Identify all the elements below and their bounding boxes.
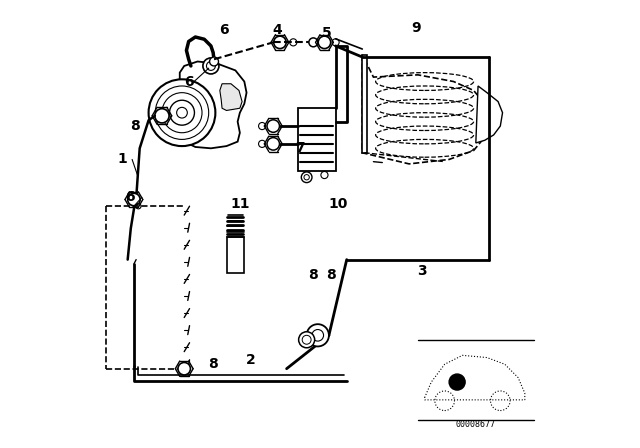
Text: 6: 6 <box>184 74 193 89</box>
Circle shape <box>203 58 219 74</box>
Bar <box>227 237 244 273</box>
Circle shape <box>178 362 191 375</box>
Text: 2: 2 <box>246 353 256 367</box>
Circle shape <box>435 391 454 410</box>
Polygon shape <box>476 86 502 143</box>
Circle shape <box>307 324 329 346</box>
Text: 8: 8 <box>308 268 318 282</box>
Text: 8: 8 <box>208 357 218 371</box>
Polygon shape <box>362 55 487 164</box>
Text: 11: 11 <box>230 197 250 211</box>
Circle shape <box>267 138 280 150</box>
Circle shape <box>127 193 140 206</box>
Text: 6: 6 <box>220 23 229 37</box>
Text: 3: 3 <box>417 264 428 278</box>
Text: 4: 4 <box>273 23 283 37</box>
Circle shape <box>318 36 331 48</box>
Circle shape <box>449 374 465 390</box>
Text: 8: 8 <box>131 119 140 133</box>
Text: 7: 7 <box>295 141 305 155</box>
Bar <box>298 108 335 171</box>
Text: 10: 10 <box>328 197 348 211</box>
Text: 1: 1 <box>117 152 127 167</box>
Polygon shape <box>220 84 242 111</box>
Text: 5: 5 <box>322 26 332 39</box>
Polygon shape <box>362 55 367 153</box>
Circle shape <box>301 172 312 183</box>
Text: 9: 9 <box>411 21 420 35</box>
Text: 8: 8 <box>326 268 336 282</box>
Circle shape <box>274 36 286 48</box>
Circle shape <box>299 332 315 348</box>
Text: 6: 6 <box>125 190 134 204</box>
Circle shape <box>312 330 324 341</box>
Circle shape <box>155 109 169 123</box>
Circle shape <box>267 120 280 132</box>
Text: 00008677: 00008677 <box>456 420 496 429</box>
Polygon shape <box>173 61 246 148</box>
Circle shape <box>148 79 216 146</box>
Circle shape <box>309 38 318 47</box>
Circle shape <box>490 391 510 410</box>
Circle shape <box>209 57 218 66</box>
